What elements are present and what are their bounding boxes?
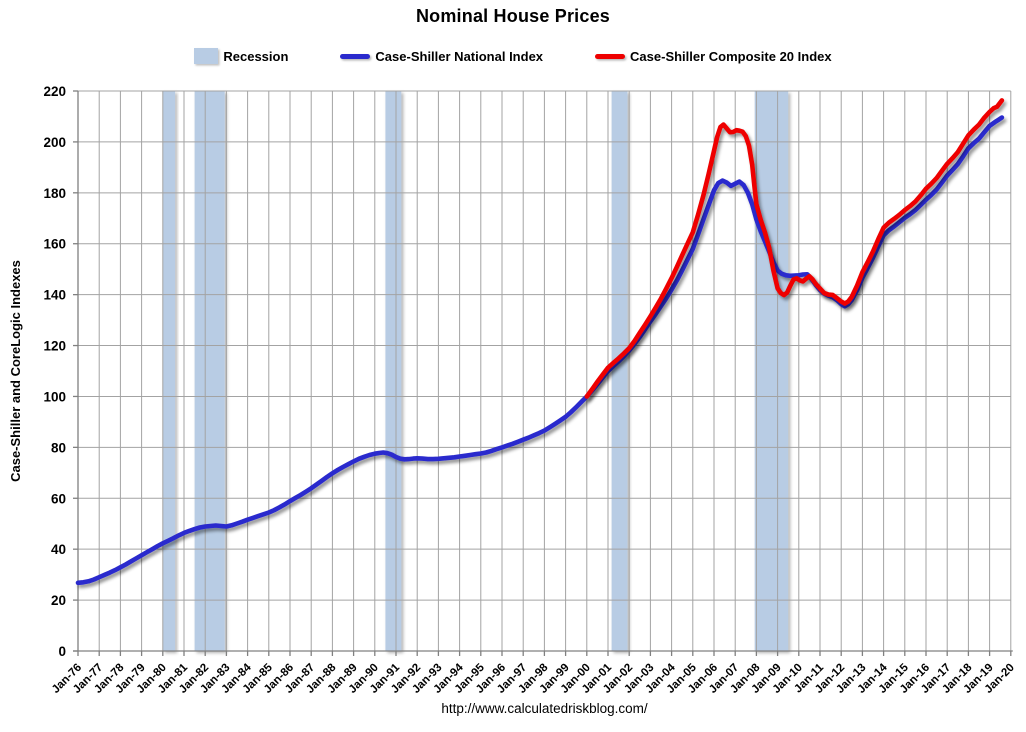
- legend-label-composite: Case-Shiller Composite 20 Index: [630, 48, 832, 64]
- y-tick-label: 140: [43, 288, 66, 303]
- legend-label-recession: Recession: [223, 48, 289, 64]
- legend: Recession Case-Shiller National Index Ca…: [0, 48, 1026, 64]
- recession-bands: [162, 91, 789, 651]
- recession-band: [611, 91, 628, 651]
- y-tick-label: 40: [51, 542, 66, 557]
- recession-band: [162, 91, 176, 651]
- y-tick-label: 220: [43, 84, 66, 99]
- y-tick-label: 200: [43, 135, 66, 150]
- y-tick-label: 60: [51, 491, 66, 506]
- national-line-swatch: [340, 53, 371, 59]
- legend-item-recession: Recession: [194, 48, 288, 64]
- x-axis-labels: Jan-76Jan-77Jan-78Jan-79Jan-80Jan-81Jan-…: [50, 661, 1017, 696]
- y-tick-label: 160: [43, 237, 66, 252]
- legend-item-national: Case-Shiller National Index: [340, 49, 543, 64]
- page-title: Nominal House Prices: [415, 6, 611, 26]
- y-axis-title: Case-Shiller and CoreLogic Indexes: [8, 260, 23, 482]
- gridlines: [77, 90, 1012, 651]
- recession-band: [754, 91, 789, 651]
- y-tick-label: 120: [43, 339, 66, 354]
- y-tick-label: 20: [51, 593, 66, 608]
- y-tick-label: 80: [51, 440, 66, 455]
- national-index-line: [75, 115, 1005, 586]
- recession-band: [385, 91, 402, 651]
- legend-label-national: Case-Shiller National Index: [375, 48, 544, 64]
- source-url: http://www.calculatedriskblog.com/: [441, 701, 648, 716]
- legend-item-composite: Case-Shiller Composite 20 Index: [595, 49, 832, 64]
- recession-swatch: [194, 48, 219, 64]
- y-tick-label: 0: [58, 644, 66, 659]
- composite-20-line: [584, 98, 1005, 399]
- axes: [73, 90, 1013, 656]
- recession-band: [194, 91, 225, 651]
- y-tick-label: 180: [43, 186, 66, 201]
- y-axis-labels: 0 20 40 60 80 100 120 140 160 180 200 220: [43, 84, 66, 659]
- y-tick-label: 100: [43, 389, 66, 404]
- composite-line-swatch: [595, 53, 626, 59]
